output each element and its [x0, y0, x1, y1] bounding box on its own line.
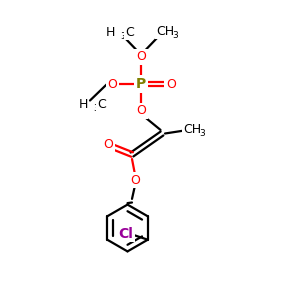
Text: O: O: [130, 173, 140, 187]
Text: C: C: [125, 26, 134, 39]
Text: CH: CH: [157, 25, 175, 38]
Text: P: P: [136, 77, 146, 91]
Text: CH: CH: [183, 123, 201, 136]
Text: H: H: [79, 98, 88, 112]
Text: O: O: [108, 77, 117, 91]
Text: O: O: [103, 137, 113, 151]
Text: O: O: [136, 104, 146, 118]
Text: H: H: [106, 26, 116, 39]
Text: O: O: [136, 50, 146, 64]
Text: 3: 3: [120, 32, 126, 41]
Text: 3: 3: [93, 104, 99, 113]
Text: C: C: [98, 98, 106, 112]
Text: O: O: [166, 77, 176, 91]
Text: 3: 3: [199, 129, 205, 138]
Text: Cl: Cl: [119, 227, 134, 241]
Text: 3: 3: [172, 31, 178, 40]
